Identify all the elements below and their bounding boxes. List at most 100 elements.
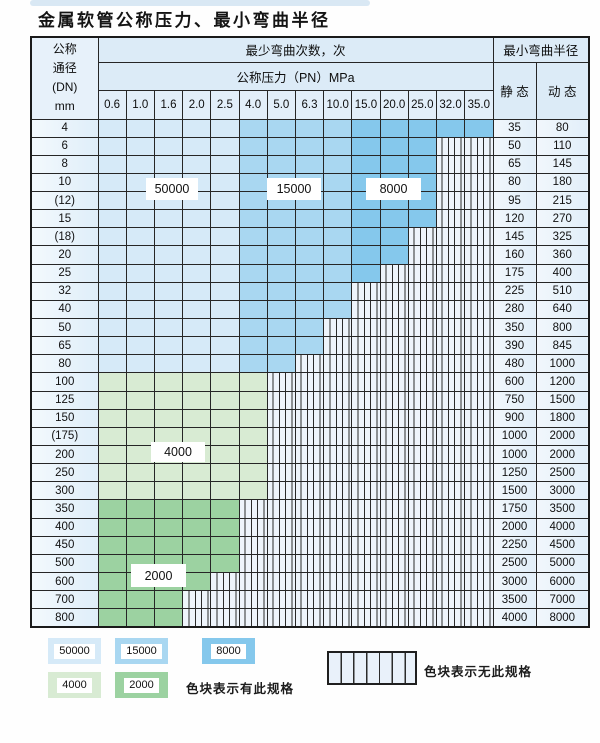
- cell-dynamic-radius: 3500: [535, 499, 590, 519]
- cell-no-spec: [266, 590, 296, 610]
- cell-dynamic-radius: 510: [535, 281, 590, 301]
- cell-spec-available: [379, 227, 409, 247]
- table-row: 125 750 1500: [30, 390, 590, 410]
- cell-spec-available: [153, 227, 184, 247]
- cell-no-spec: [407, 281, 437, 301]
- cell-no-spec: [323, 499, 353, 519]
- cell-spec-available: [210, 281, 240, 301]
- cell-spec-available: [97, 517, 127, 537]
- cell-no-spec: [294, 535, 325, 555]
- pressure-value-header: 10.0: [323, 89, 353, 120]
- cell-spec-available: [210, 553, 240, 574]
- cell-spec-available: [210, 209, 240, 229]
- cell-spec-available: [97, 481, 127, 501]
- cell-no-spec: [266, 517, 296, 537]
- header-row-3: 0.6 1.0 1.6 2.0 2.5 4.0 5.0 6.3 10.0 15.0 20.0 25.0…: [31, 89, 589, 120]
- cell-no-spec: [435, 445, 466, 465]
- cell-no-spec: [464, 608, 494, 628]
- cell-spec-available: [266, 118, 296, 138]
- cell-no-spec: [435, 227, 466, 247]
- cell-spec-available: [294, 263, 325, 283]
- cell-spec-available: [266, 281, 296, 301]
- cell-dynamic-radius: 8000: [535, 608, 590, 628]
- scan-artifact-strip: [30, 0, 370, 6]
- cell-spec-available: [238, 191, 268, 211]
- cell-spec-available: [323, 191, 353, 211]
- cell-spec-available: [153, 154, 184, 174]
- cell-no-spec: [464, 299, 494, 320]
- cell-no-spec: [435, 136, 466, 156]
- cell-static-radius: 225: [492, 281, 537, 301]
- cell-spec-available: [125, 299, 155, 320]
- cell-spec-available: [210, 299, 240, 320]
- cell-spec-available: [125, 118, 155, 138]
- cell-no-spec: [266, 608, 296, 628]
- cell-static-radius: 350: [492, 318, 537, 338]
- cell-dynamic-radius: 1200: [535, 372, 590, 392]
- cell-spec-available: [238, 245, 268, 265]
- cell-spec-available: [97, 535, 127, 555]
- cell-spec-available: [294, 281, 325, 301]
- cell-spec-available: [238, 426, 268, 447]
- cell-spec-available: [379, 136, 409, 156]
- cell-no-spec: [351, 517, 381, 537]
- cell-no-spec: [266, 426, 296, 447]
- cell-no-spec: [464, 553, 494, 574]
- cell-static-radius: 35: [492, 118, 537, 138]
- zone-label: 50000: [147, 179, 197, 199]
- cell-spec-available: [97, 463, 127, 483]
- cell-no-spec: [435, 172, 466, 193]
- cell-spec-available: [210, 318, 240, 338]
- cell-no-spec: [323, 535, 353, 555]
- table-body: 4 35 80 6 50 110 8 65 145 10 80 180 (12) 95 215 15 120 27…: [30, 118, 590, 628]
- cell-static-radius: 160: [492, 245, 537, 265]
- cell-dynamic-radius: 6000: [535, 572, 590, 592]
- cell-spec-available: [238, 318, 268, 338]
- cell-spec-available: [125, 263, 155, 283]
- cell-spec-available: [153, 372, 184, 392]
- cell-no-spec: [435, 263, 466, 283]
- cell-no-spec: [435, 572, 466, 592]
- cell-spec-available: [294, 318, 325, 338]
- cell-dn: 250: [30, 463, 99, 483]
- cell-no-spec: [323, 481, 353, 501]
- cell-static-radius: 900: [492, 408, 537, 428]
- cell-spec-available: [210, 408, 240, 428]
- cell-no-spec: [464, 318, 494, 338]
- cell-no-spec: [379, 535, 409, 555]
- cell-spec-available: [266, 227, 296, 247]
- cell-spec-available: [182, 499, 212, 519]
- cell-no-spec: [351, 390, 381, 410]
- cell-static-radius: 1500: [492, 481, 537, 501]
- table-row: 150 900 1800: [30, 408, 590, 428]
- pressure-value-header: 32.0: [435, 89, 466, 120]
- cell-spec-available: [379, 245, 409, 265]
- cell-spec-available: [97, 553, 127, 574]
- cell-spec-available: [323, 172, 353, 193]
- pressure-bend-table: 公称 通径 (DN) mm 最少弯曲次数，次 最小弯曲半径 公称压力（PN）MPa 静 态动 …: [30, 36, 591, 628]
- table-row: 25 175 400: [30, 263, 590, 283]
- table-row: 32 225 510: [30, 281, 590, 301]
- cell-no-spec: [435, 553, 466, 574]
- cell-spec-available: [238, 209, 268, 229]
- cell-no-spec: [266, 535, 296, 555]
- cell-no-spec: [407, 572, 437, 592]
- cell-no-spec: [294, 445, 325, 465]
- cell-dn: 15: [30, 209, 99, 229]
- cell-no-spec: [351, 463, 381, 483]
- cell-no-spec: [464, 191, 494, 211]
- cell-spec-available: [407, 209, 437, 229]
- cell-spec-available: [266, 154, 296, 174]
- page-title: 金属软管公称压力、最小弯曲半径: [38, 11, 331, 31]
- cell-no-spec: [351, 299, 381, 320]
- cell-no-spec: [379, 481, 409, 501]
- cell-dn: 600: [30, 572, 99, 592]
- cell-spec-available: [323, 154, 353, 174]
- cell-spec-available: [266, 245, 296, 265]
- cell-no-spec: [379, 372, 409, 392]
- cell-no-spec: [379, 553, 409, 574]
- cell-no-spec: [238, 590, 268, 610]
- cell-dn: 800: [30, 608, 99, 628]
- cell-spec-available: [238, 136, 268, 156]
- cell-spec-available: [210, 136, 240, 156]
